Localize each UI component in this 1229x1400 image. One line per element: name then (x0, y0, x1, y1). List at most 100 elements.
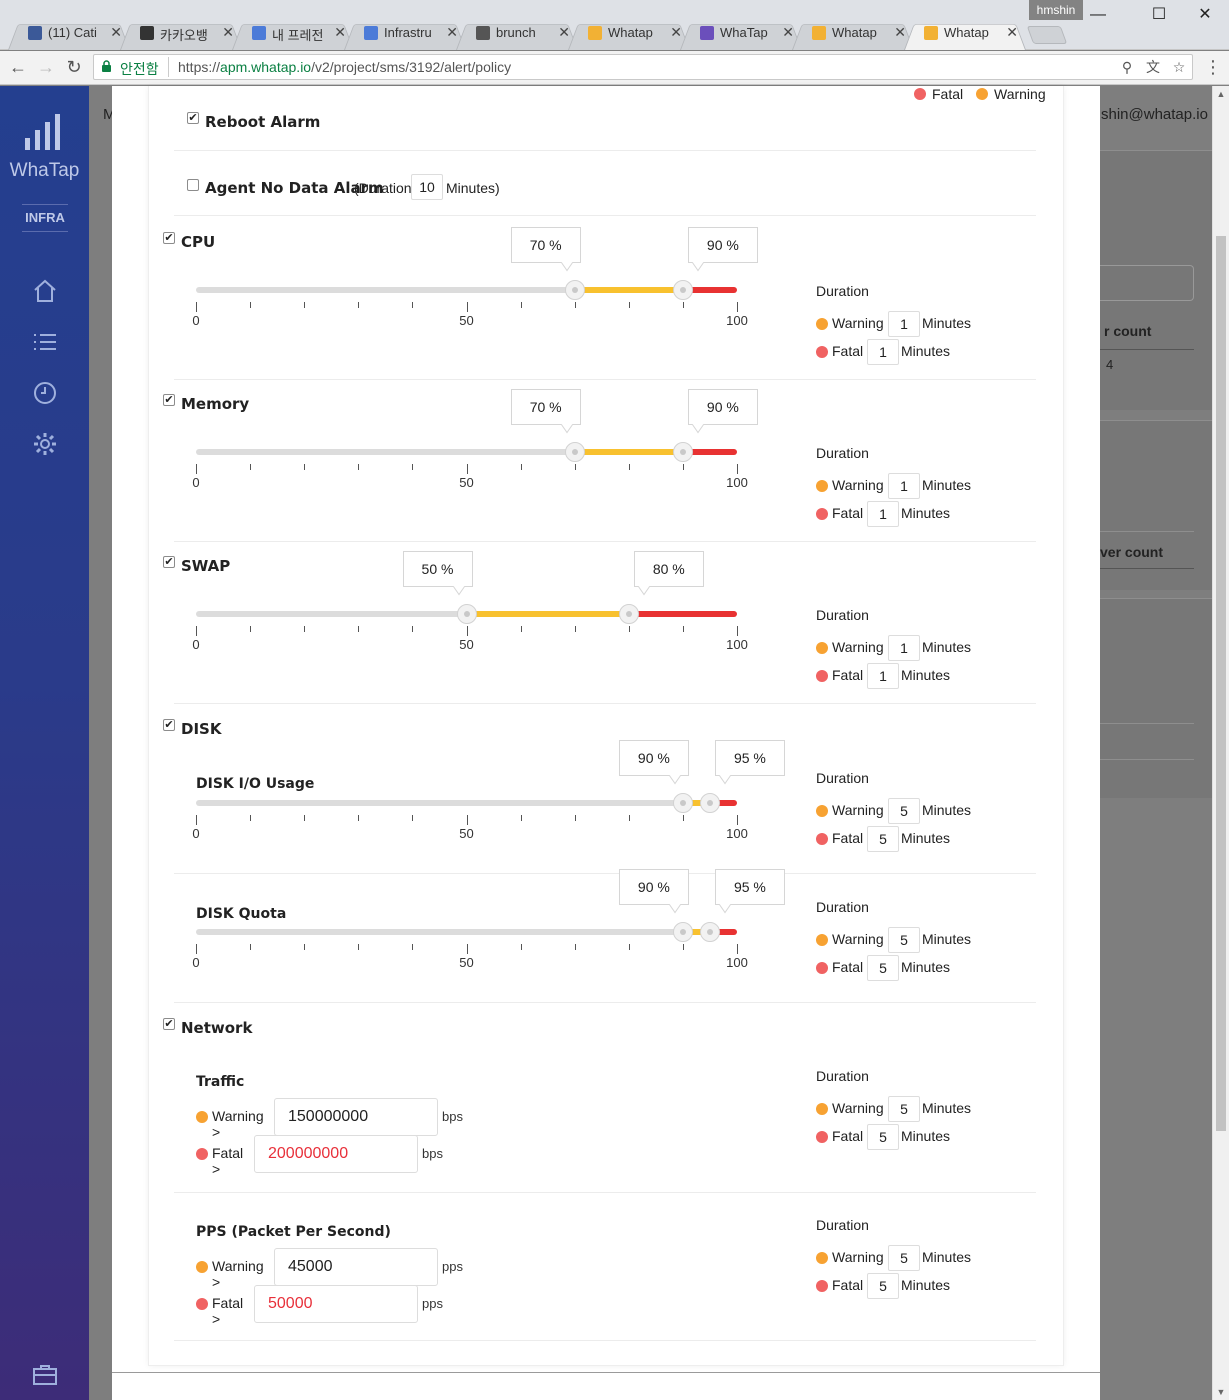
translate-icon[interactable]: 文 (1146, 59, 1160, 75)
memory-rail-normal[interactable] (196, 449, 575, 455)
cpu-warning-minutes-input[interactable]: 1 (888, 311, 920, 337)
disk_quota-rail-normal[interactable] (196, 929, 683, 935)
browser-tab[interactable]: Whatap ✕ (904, 18, 1026, 50)
tab-close-icon[interactable]: ✕ (334, 24, 346, 40)
disk_io-rail-normal[interactable] (196, 800, 683, 806)
swap-warning-minutes-input[interactable]: 1 (888, 635, 920, 661)
disk_quota-rail-warning[interactable] (682, 929, 710, 935)
pps-warning-minutes-input[interactable]: 5 (888, 1245, 920, 1271)
traffic-fatal-input[interactable]: 200000000 (254, 1135, 418, 1173)
browser-tab[interactable]: 카카오뱅 ✕ (120, 18, 242, 50)
memory-rail-warning[interactable] (574, 449, 683, 455)
briefcase-icon[interactable] (32, 1362, 58, 1388)
browser-tab[interactable]: Infrastru ✕ (344, 18, 466, 50)
scroll-up-icon[interactable]: ▲ (1216, 89, 1226, 99)
disk_io-rail-warning[interactable] (682, 800, 710, 806)
memory-warning-minutes-input[interactable]: 1 (888, 473, 920, 499)
scroll-down-icon[interactable]: ▼ (1216, 1387, 1226, 1397)
cpu-checkbox[interactable]: ✔ (163, 232, 175, 244)
clock-icon[interactable] (32, 380, 58, 406)
new-tab-button[interactable] (1026, 26, 1068, 44)
gear-icon[interactable] (32, 431, 58, 457)
cpu-rail-warning[interactable] (574, 287, 683, 293)
disk_io-rail-fatal[interactable] (709, 800, 737, 806)
zoom-icon[interactable]: ⚲ (1121, 59, 1133, 75)
tab-close-icon[interactable]: ✕ (670, 24, 682, 40)
bookmark-star-icon[interactable]: ☆ (1172, 59, 1186, 75)
disk_quota-warning-minutes-input[interactable]: 5 (888, 927, 920, 953)
page-scrollbar[interactable]: ▲ ▼ (1212, 86, 1229, 1400)
swap-rail-fatal[interactable] (628, 611, 737, 617)
swap-rail-normal[interactable] (196, 611, 467, 617)
network-checkbox[interactable]: ✔ (163, 1018, 175, 1030)
disk-checkbox[interactable]: ✔ (163, 719, 175, 731)
swap-rail-warning[interactable] (466, 611, 629, 617)
memory-rail-fatal[interactable] (682, 449, 737, 455)
cpu-fatal-handle[interactable] (672, 280, 693, 300)
cpu-fatal-minutes-input[interactable]: 1 (867, 339, 899, 365)
disk_quota-warning-handle[interactable] (672, 922, 693, 942)
tab-close-icon[interactable]: ✕ (222, 24, 234, 40)
disk_io-warning-handle[interactable] (672, 793, 693, 813)
tab-close-icon[interactable]: ✕ (1006, 24, 1018, 40)
browser-tab[interactable]: 내 프레전 ✕ (232, 18, 354, 50)
browser-tab[interactable]: Whatap ✕ (568, 18, 690, 50)
minimize-icon[interactable]: — (1090, 6, 1106, 23)
cpu-tick (466, 302, 468, 312)
list-icon[interactable] (32, 329, 58, 355)
cpu-rail-fatal[interactable] (682, 287, 737, 293)
pps-warning-input[interactable]: 45000 (274, 1248, 438, 1286)
tab-close-icon[interactable]: ✕ (446, 24, 458, 40)
browser-profile-badge[interactable]: hmshin (1029, 0, 1083, 20)
swap-warning-handle[interactable] (456, 604, 477, 624)
traffic-warning-input[interactable]: 150000000 (274, 1098, 438, 1136)
reload-icon[interactable]: ↻ (66, 57, 82, 77)
back-icon[interactable]: ← (9, 57, 27, 77)
disk_quota-fatal-minutes-input[interactable]: 5 (867, 955, 899, 981)
swap-checkbox[interactable]: ✔ (163, 556, 175, 568)
user-email: shin@whatap.io (1101, 106, 1208, 123)
brunch-icon (476, 26, 490, 40)
browser-tab[interactable]: (11) Cati ✕ (8, 18, 130, 50)
tab-close-icon[interactable]: ✕ (894, 24, 906, 40)
globe-icon (252, 26, 266, 40)
memory-fatal-minutes-input[interactable]: 1 (867, 501, 899, 527)
memory-fatal-handle[interactable] (672, 442, 693, 462)
tab-close-icon[interactable]: ✕ (558, 24, 570, 40)
address-bar[interactable]: 안전함 https://apm.whatap.io/v2/project/sms… (93, 54, 1193, 80)
tab-close-icon[interactable]: ✕ (782, 24, 794, 40)
memory-checkbox[interactable]: ✔ (163, 394, 175, 406)
duration-unit: Minutes (901, 343, 951, 359)
memory-warning-handle[interactable] (564, 442, 585, 462)
list-icon (700, 26, 714, 40)
cpu-rail-normal[interactable] (196, 287, 575, 293)
browser-menu-icon[interactable]: ⋮ (1204, 57, 1222, 77)
traffic-warning-minutes-input[interactable]: 5 (888, 1096, 920, 1122)
traffic-fatal-minutes-input[interactable]: 5 (867, 1124, 899, 1150)
disk_quota-rail-fatal[interactable] (709, 929, 737, 935)
disk_quota-fatal-handle[interactable] (699, 922, 720, 942)
tab-title: Whatap (832, 25, 877, 40)
disk_io-warning-minutes-input[interactable]: 5 (888, 798, 920, 824)
reboot-alarm-checkbox[interactable]: ✔ (187, 112, 199, 124)
disk_io-fatal-minutes-input[interactable]: 5 (867, 826, 899, 852)
maximize-icon[interactable]: ☐ (1151, 6, 1167, 23)
scroll-thumb[interactable] (1216, 236, 1226, 1131)
browser-tab[interactable]: WhaTap ✕ (680, 18, 802, 50)
browser-tab[interactable]: brunch ✕ (456, 18, 578, 50)
cpu-warning-handle[interactable] (564, 280, 585, 300)
window-close-icon[interactable]: ✕ (1198, 6, 1212, 23)
pps-fatal-minutes-input[interactable]: 5 (867, 1273, 899, 1299)
forward-icon[interactable]: → (37, 57, 55, 77)
agent-no-data-checkbox[interactable] (187, 179, 199, 191)
disk_io-fatal-handle[interactable] (699, 793, 720, 813)
home-icon[interactable] (32, 278, 58, 304)
swap-fatal-handle[interactable] (618, 604, 639, 624)
pps-fatal-input[interactable]: 50000 (254, 1285, 418, 1323)
agent-no-data-duration-input[interactable]: 10 (411, 174, 443, 200)
tab-close-icon[interactable]: ✕ (110, 24, 122, 40)
disk_io-tick (682, 815, 684, 821)
browser-tab[interactable]: Whatap ✕ (792, 18, 914, 50)
tab-title: 카카오뱅 (160, 28, 208, 43)
swap-fatal-minutes-input[interactable]: 1 (867, 663, 899, 689)
